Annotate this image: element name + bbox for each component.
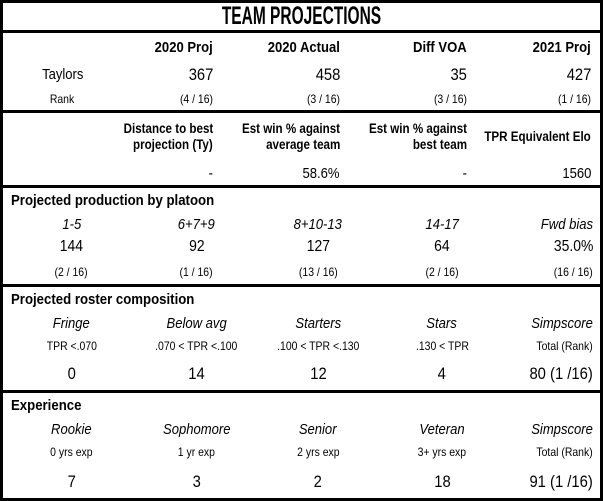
summary-value: 458 <box>315 64 340 84</box>
experience-value: 3 <box>192 471 201 491</box>
roster-value: 12 <box>309 363 327 383</box>
roster-sublabel: .070 < TPR <.100 <box>155 339 238 353</box>
roster-value: 4 <box>437 363 447 383</box>
roster-section: Projected roster composition Fringe Belo… <box>3 287 600 393</box>
platoon-rank: (2 / 16) <box>54 264 89 279</box>
roster-value: 14 <box>188 363 205 383</box>
metric-value: - <box>208 164 213 182</box>
platoon-value-fwd-bias: 35.0% <box>553 238 593 255</box>
experience-header: Senior <box>299 421 337 438</box>
summary-col-header-2020-actual: 2020 Actual <box>267 38 340 56</box>
summary-col-header-diff-voa: Diff VOA <box>413 38 467 56</box>
summary-section: 2020 Proj 2020 Actual Diff VOA 2021 Proj… <box>3 33 600 113</box>
experience-value: 2 <box>313 471 323 491</box>
roster-value-simpscore: 80 (1 /16) <box>529 363 593 383</box>
summary-col-header-2020-proj: 2020 Proj <box>154 38 213 56</box>
experience-section: Experience Rookie Sophomore Senior Veter… <box>3 393 600 498</box>
card-title-text: TEAM PROJECTIONS <box>221 2 382 30</box>
roster-sublabel-total-rank: Total (Rank) <box>536 339 593 353</box>
platoon-rank: (1 / 16) <box>179 264 214 279</box>
platoon-rank: (13 / 16) <box>298 264 338 279</box>
metrics-section: Distance to best projection (Ty) Est win… <box>3 113 600 188</box>
roster-value: 0 <box>67 363 76 383</box>
experience-sublabel-total-rank: Total (Rank) <box>536 445 593 459</box>
platoon-section: Projected production by platoon 1-5 6+7+… <box>3 188 600 287</box>
platoon-header: 14-17 <box>425 215 459 233</box>
summary-rank: (3 / 16) <box>306 92 340 106</box>
platoon-value: 92 <box>188 238 205 255</box>
experience-header: Rookie <box>51 421 92 438</box>
metric-header-win-pct-best: Est win % against best team <box>368 120 467 152</box>
experience-grid: Rookie Sophomore Senior Veteran Simpscor… <box>3 418 600 498</box>
metric-value: - <box>462 164 467 182</box>
roster-sublabel: .130 < TPR <box>415 339 469 353</box>
experience-sublabel: 1 yr exp <box>177 445 216 459</box>
roster-header: Stars <box>426 315 458 332</box>
experience-sublabel: 0 yrs exp <box>50 445 93 459</box>
experience-header: Sophomore <box>162 421 231 438</box>
summary-value: 35 <box>450 64 467 84</box>
roster-sublabel: TPR <.070 <box>46 339 97 353</box>
platoon-rank: (2 / 16) <box>425 264 459 279</box>
platoon-header: 8+10-13 <box>293 215 343 233</box>
rank-row-label: Rank <box>50 92 75 106</box>
metric-value: 58.6% <box>302 164 340 182</box>
experience-sublabel: 2 yrs exp <box>296 445 340 459</box>
roster-sublabel: .100 < TPR <.130 <box>276 339 360 353</box>
summary-value: 367 <box>188 64 213 84</box>
metric-header-distance-to-best: Distance to best projection (Ty) <box>123 120 213 152</box>
platoon-grid: 1-5 6+7+9 8+10-13 14-17 Fwd bias 144 92 … <box>3 213 600 284</box>
experience-header-simpscore: Simpscore <box>531 421 593 438</box>
platoon-rank-fwd-bias: (16 / 16) <box>554 264 593 279</box>
experience-sublabel: 3+ yrs exp <box>417 445 467 459</box>
roster-header-simpscore: Simpscore <box>531 315 593 332</box>
roster-grid: Fringe Below avg Starters Stars Simpscor… <box>3 312 600 390</box>
platoon-value: 64 <box>434 238 450 255</box>
metric-header-tpr-elo: TPR Equivalent Elo <box>484 128 591 144</box>
experience-header: Veteran <box>419 421 465 438</box>
summary-col-header-2021-proj: 2021 Proj <box>532 38 591 56</box>
platoon-header-fwd-bias: Fwd bias <box>540 215 593 233</box>
roster-header: Starters <box>295 315 341 332</box>
summary-rank: (3 / 16) <box>433 92 467 106</box>
platoon-section-title: Projected production by platoon <box>11 192 215 209</box>
roster-header: Below avg <box>166 315 227 332</box>
summary-value: 427 <box>566 64 591 84</box>
card-title: TEAM PROJECTIONS <box>3 3 600 33</box>
platoon-value: 127 <box>306 238 330 255</box>
metric-header-win-pct-average: Est win % against average team <box>241 120 340 152</box>
platoon-value: 144 <box>59 238 84 255</box>
experience-value: 18 <box>433 471 451 491</box>
platoon-header: 6+7+9 <box>177 215 216 233</box>
summary-rank: (4 / 16) <box>179 92 213 106</box>
summary-rank: (1 / 16) <box>557 92 591 106</box>
roster-header: Fringe <box>52 315 91 332</box>
platoon-header: 1-5 <box>62 215 81 233</box>
experience-value-simpscore: 91 (1 /16) <box>529 471 593 491</box>
experience-section-title: Experience <box>11 397 82 414</box>
roster-section-title: Projected roster composition <box>11 291 195 308</box>
experience-value: 7 <box>67 471 76 491</box>
team-name-label: Taylors <box>41 66 84 83</box>
metric-value: 1560 <box>561 164 591 182</box>
